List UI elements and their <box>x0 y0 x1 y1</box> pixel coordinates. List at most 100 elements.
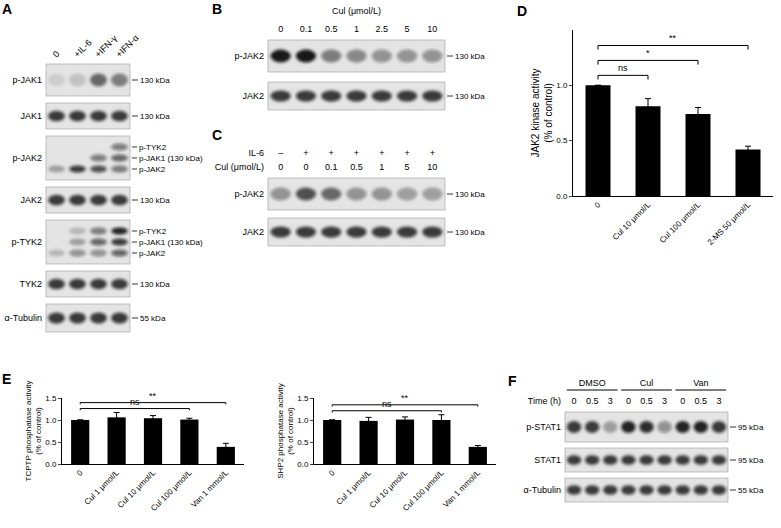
svg-text:F: F <box>508 373 517 389</box>
svg-text:0: 0 <box>278 24 283 34</box>
svg-text:+: + <box>303 148 308 158</box>
svg-text:1.0: 1.0 <box>45 416 57 425</box>
svg-text:3: 3 <box>716 396 721 406</box>
svg-text:D: D <box>517 3 527 19</box>
svg-text:0.5: 0.5 <box>297 438 309 447</box>
svg-text:Van 1 mmol/L: Van 1 mmol/L <box>189 468 230 509</box>
svg-text:0.1: 0.1 <box>300 24 313 34</box>
svg-text:*: * <box>646 48 650 58</box>
svg-text:p-JAK1 (130 kDa): p-JAK1 (130 kDa) <box>139 154 203 163</box>
svg-text:1.0: 1.0 <box>556 81 568 90</box>
svg-text:**: ** <box>669 33 677 43</box>
svg-text:Van 1 mmol/L: Van 1 mmol/L <box>441 468 482 509</box>
svg-text:Cul: Cul <box>640 378 654 388</box>
svg-text:A: A <box>2 1 12 17</box>
svg-text:Cul 10 μmol/L: Cul 10 μmol/L <box>368 468 410 510</box>
svg-text:0.1: 0.1 <box>325 162 338 172</box>
svg-text:–: – <box>278 148 283 158</box>
svg-text:JAK2 kinase activity(% of cont: JAK2 kinase activity(% of control) <box>530 69 554 158</box>
svg-text:55 kDa: 55 kDa <box>738 486 764 495</box>
svg-text:+: + <box>430 148 435 158</box>
svg-text:JAK2: JAK2 <box>242 227 264 237</box>
svg-text:E: E <box>2 371 11 387</box>
svg-text:0.5: 0.5 <box>556 136 568 145</box>
svg-text:0.0: 0.0 <box>297 460 309 469</box>
svg-text:1.5: 1.5 <box>45 394 57 403</box>
svg-text:Cul 10 μmol/L: Cul 10 μmol/L <box>116 468 158 510</box>
svg-text:130 kDa: 130 kDa <box>455 228 485 237</box>
svg-text:C: C <box>212 127 222 143</box>
svg-text:Van: Van <box>693 378 708 388</box>
svg-text:0.5: 0.5 <box>350 162 363 172</box>
svg-text:DMSO: DMSO <box>579 378 606 388</box>
svg-text:130 kDa: 130 kDa <box>140 280 170 289</box>
svg-text:SHP2 phosphatase activity(% of: SHP2 phosphatase activity(% of control) <box>276 383 295 479</box>
svg-text:+: + <box>379 148 384 158</box>
svg-text:JAK1: JAK1 <box>20 111 42 121</box>
svg-text:Cul 100 μmol/L: Cul 100 μmol/L <box>149 468 194 513</box>
svg-text:ns: ns <box>130 397 140 407</box>
svg-text:10: 10 <box>427 162 437 172</box>
svg-text:Cul 100 μmol/L: Cul 100 μmol/L <box>658 200 703 245</box>
svg-text:p-TYK2: p-TYK2 <box>139 227 167 236</box>
svg-text:JAK2: JAK2 <box>20 195 42 205</box>
svg-text:3: 3 <box>662 396 667 406</box>
svg-text:**: ** <box>401 393 409 403</box>
svg-text:130 kDa: 130 kDa <box>455 92 485 101</box>
svg-text:10: 10 <box>427 24 437 34</box>
svg-text:0.5: 0.5 <box>325 24 338 34</box>
svg-text:Cul 100 μmol/L: Cul 100 μmol/L <box>401 468 446 513</box>
svg-text:ns: ns <box>618 63 628 73</box>
svg-text:0: 0 <box>680 396 685 406</box>
svg-text:1.0: 1.0 <box>297 416 309 425</box>
svg-text:130 kDa: 130 kDa <box>140 196 170 205</box>
svg-text:Cul 1 μmol/L: Cul 1 μmol/L <box>335 468 374 507</box>
svg-text:p-TYK2: p-TYK2 <box>139 143 167 152</box>
svg-text:0.5: 0.5 <box>586 396 599 406</box>
svg-text:3: 3 <box>608 396 613 406</box>
svg-text:α-Tubulin: α-Tubulin <box>5 313 42 323</box>
svg-text:+: + <box>404 148 409 158</box>
svg-text:TYK2: TYK2 <box>19 279 42 289</box>
svg-text:ns: ns <box>382 399 392 409</box>
svg-text:TCPTP phosphatase activity(% o: TCPTP phosphatase activity(% of control) <box>24 381 43 482</box>
svg-text:2.5: 2.5 <box>376 24 389 34</box>
svg-text:p-JAK2: p-JAK2 <box>139 165 166 174</box>
svg-text:5: 5 <box>405 162 410 172</box>
svg-text:1: 1 <box>354 24 359 34</box>
svg-text:0.0: 0.0 <box>45 460 57 469</box>
svg-text:130 kDa: 130 kDa <box>140 112 170 121</box>
svg-text:+IFN-γ: +IFN-γ <box>93 33 120 60</box>
svg-text:0: 0 <box>75 468 85 478</box>
svg-text:0: 0 <box>51 49 62 60</box>
svg-text:Cul 10 μmol/L: Cul 10 μmol/L <box>611 200 653 242</box>
svg-text:130 kDa: 130 kDa <box>455 52 485 61</box>
svg-text:0: 0 <box>327 468 337 478</box>
svg-text:0: 0 <box>626 396 631 406</box>
svg-text:α-Tubulin: α-Tubulin <box>524 485 561 495</box>
svg-text:2-MS 50 μmol/L: 2-MS 50 μmol/L <box>706 200 753 247</box>
svg-text:0: 0 <box>278 162 283 172</box>
svg-text:p-TYK2: p-TYK2 <box>11 237 42 247</box>
svg-text:+: + <box>354 148 359 158</box>
svg-text:p-JAK2: p-JAK2 <box>234 189 264 199</box>
svg-text:STAT1: STAT1 <box>534 455 561 465</box>
svg-text:p-STAT1: p-STAT1 <box>526 422 561 432</box>
svg-text:0.5: 0.5 <box>695 396 708 406</box>
svg-text:0.5: 0.5 <box>640 396 653 406</box>
svg-text:p-JAK1: p-JAK1 <box>12 75 42 85</box>
svg-text:+IL-6: +IL-6 <box>72 38 94 60</box>
svg-text:p-JAK2: p-JAK2 <box>139 249 166 258</box>
svg-text:1.5: 1.5 <box>297 394 309 403</box>
svg-text:0.0: 0.0 <box>556 192 568 201</box>
svg-text:Cul (μmol/L): Cul (μmol/L) <box>215 162 264 172</box>
svg-text:JAK2: JAK2 <box>242 91 264 101</box>
svg-text:B: B <box>212 1 222 17</box>
svg-text:0: 0 <box>572 396 577 406</box>
svg-text:p-JAK1 (130 kDa): p-JAK1 (130 kDa) <box>139 238 203 247</box>
svg-text:0: 0 <box>303 162 308 172</box>
svg-text:0: 0 <box>593 200 603 210</box>
svg-text:+IFN-α: +IFN-α <box>114 33 141 60</box>
svg-text:55 kDa: 55 kDa <box>140 314 166 323</box>
svg-text:95 kDa: 95 kDa <box>738 423 764 432</box>
